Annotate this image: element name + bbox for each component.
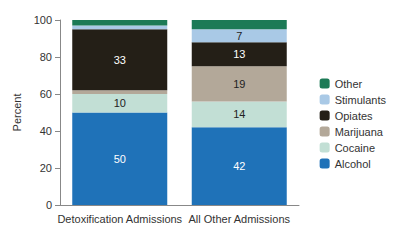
svg-text:Cocaine: Cocaine xyxy=(335,142,375,154)
svg-text:Marijuana: Marijuana xyxy=(335,126,384,138)
svg-text:Stimulants: Stimulants xyxy=(335,94,387,106)
svg-text:0: 0 xyxy=(46,199,52,211)
svg-text:33: 33 xyxy=(114,54,126,66)
svg-text:7: 7 xyxy=(236,30,242,42)
svg-text:60: 60 xyxy=(40,88,52,100)
svg-text:13: 13 xyxy=(233,48,245,60)
svg-text:40: 40 xyxy=(40,125,52,137)
svg-text:80: 80 xyxy=(40,51,52,63)
svg-text:Other: Other xyxy=(335,78,363,90)
svg-text:Detoxification Admissions: Detoxification Admissions xyxy=(57,213,182,225)
svg-text:50: 50 xyxy=(114,153,126,165)
svg-text:Opiates: Opiates xyxy=(335,110,373,122)
svg-text:Alcohol: Alcohol xyxy=(335,158,371,170)
svg-text:20: 20 xyxy=(40,162,52,174)
svg-text:14: 14 xyxy=(233,108,245,120)
svg-text:19: 19 xyxy=(233,78,245,90)
svg-text:All Other Admissions: All Other Admissions xyxy=(189,213,291,225)
svg-text:Percent: Percent xyxy=(11,94,23,132)
svg-text:100: 100 xyxy=(34,14,52,26)
svg-text:10: 10 xyxy=(114,97,126,109)
svg-text:42: 42 xyxy=(233,160,245,172)
